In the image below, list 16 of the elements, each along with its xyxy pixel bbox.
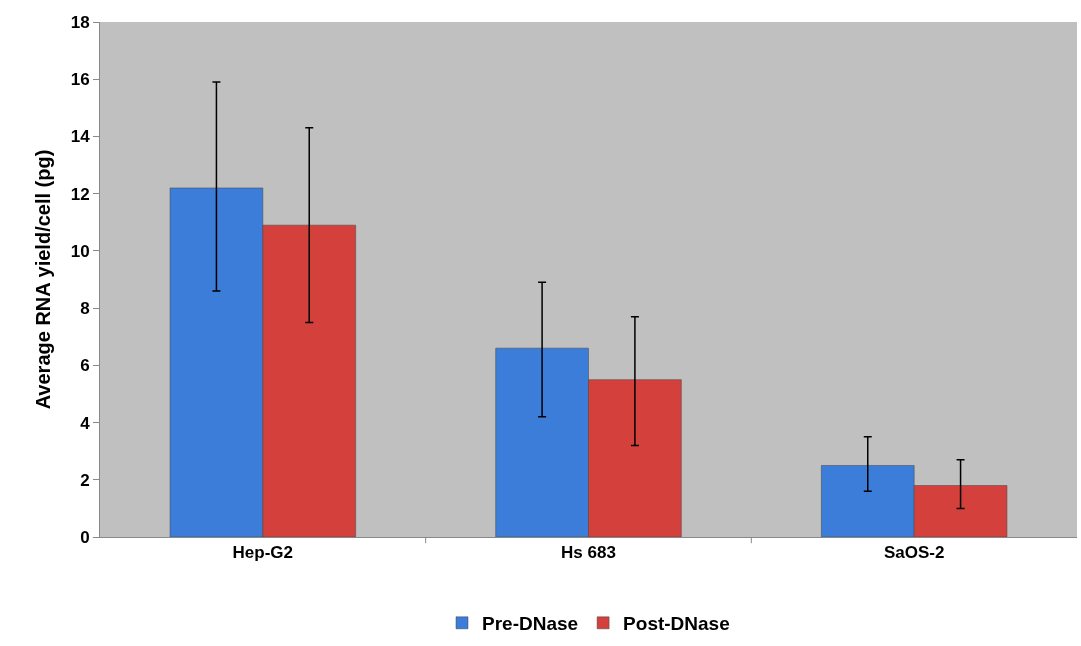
legend-label: Post-DNase (623, 613, 730, 635)
y-axis-title: Average RNA yield/cell (pg) (32, 149, 54, 410)
x-tick-label: Hep-G2 (232, 543, 294, 563)
y-tick-label: 16 (70, 70, 90, 90)
y-tick-label: 0 (80, 527, 90, 547)
x-tick-label: Hs 683 (561, 543, 616, 563)
y-tick-label: 6 (80, 356, 90, 376)
y-tick-label: 12 (70, 184, 90, 204)
y-tick-label: 8 (80, 299, 90, 319)
y-tick-label: 4 (80, 413, 91, 433)
y-tick-label: 18 (70, 12, 90, 32)
y-tick-label: 14 (70, 127, 91, 147)
legend-label: Pre-DNase (482, 613, 579, 635)
y-tick-label: 2 (80, 470, 90, 490)
x-tick-label: SaOS-2 (883, 543, 945, 563)
y-tick-label: 10 (70, 241, 90, 261)
